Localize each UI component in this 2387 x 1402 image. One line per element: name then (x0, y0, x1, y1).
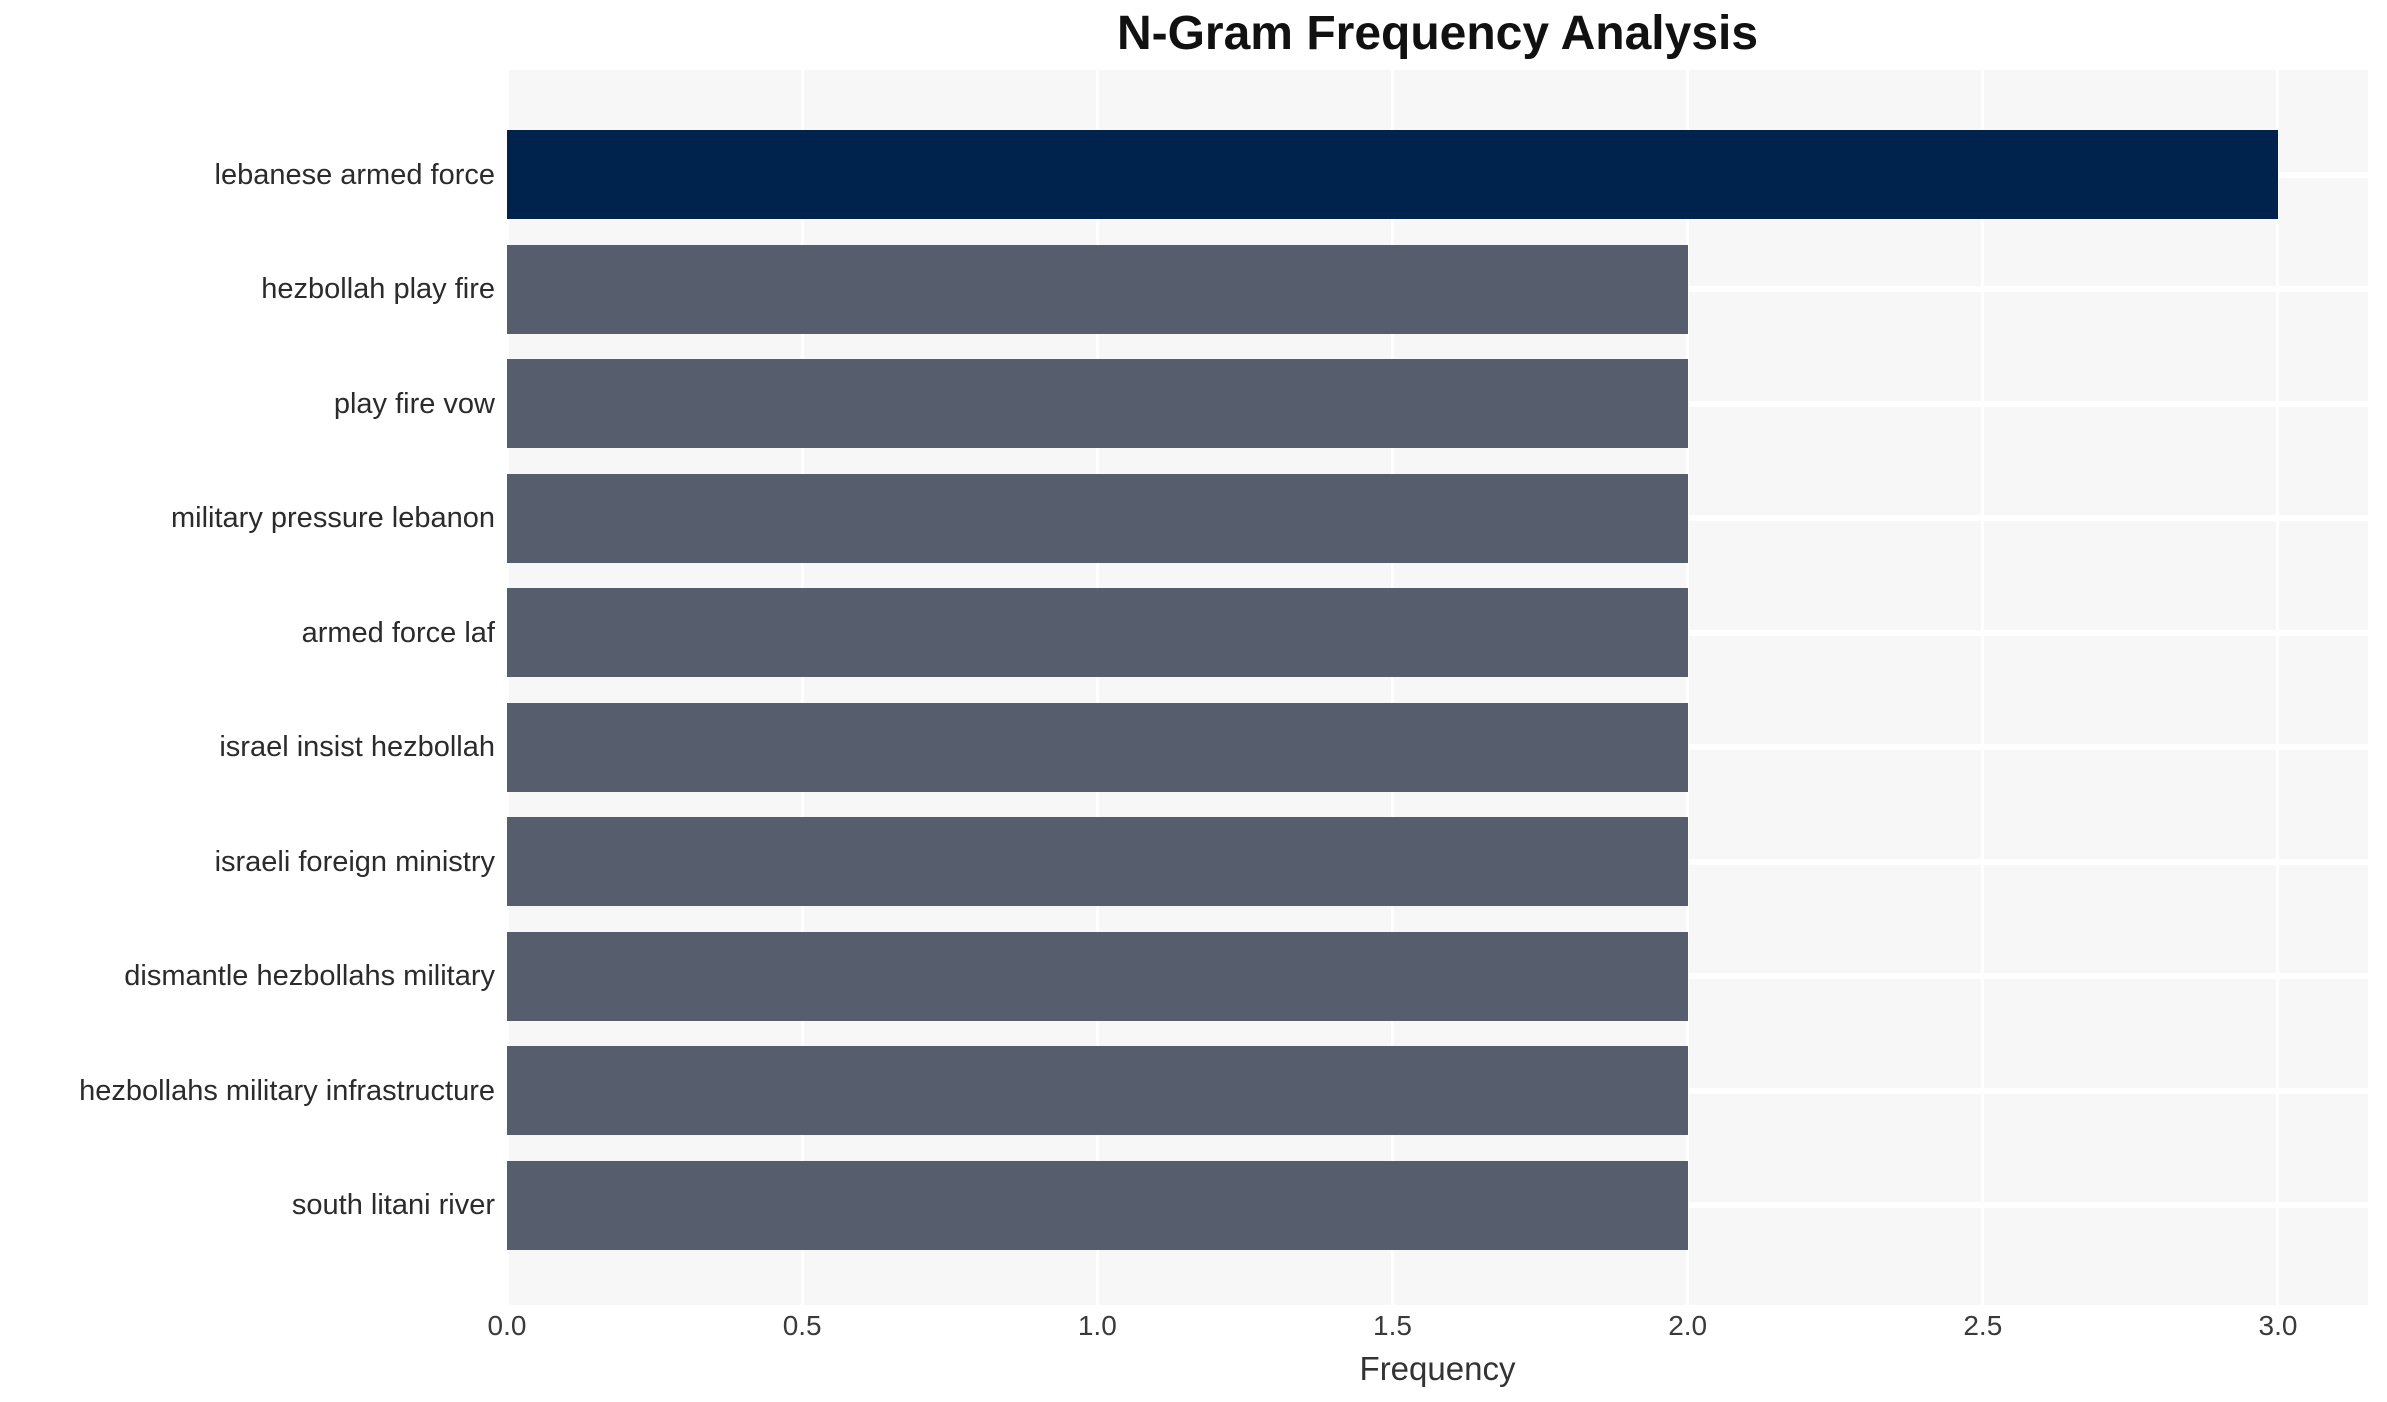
x-tick-label: 2.5 (1963, 1310, 2003, 1341)
x-axis-title: Frequency (1359, 1350, 1516, 1387)
gridline-vertical (1981, 70, 1985, 1305)
y-tick-label: south litani river (291, 1189, 495, 1222)
gridline-vertical (2276, 70, 2280, 1305)
bar (507, 1160, 1688, 1250)
x-tick-label: 1.0 (1077, 1310, 1117, 1341)
y-tick-label: israeli foreign ministry (214, 845, 495, 878)
y-tick-label: lebanese armed force (214, 158, 496, 191)
y-tick-label: dismantle hezbollahs military (124, 960, 495, 993)
plot-area (505, 70, 2368, 1305)
bar (507, 473, 1688, 563)
gridline-vertical (1390, 70, 1394, 1305)
x-tick-label: 2.0 (1668, 1310, 1708, 1341)
chart-title: N-Gram Frequency Analysis (1116, 7, 1759, 60)
bar (507, 702, 1688, 792)
y-tick-label: hezbollahs military infrastructure (79, 1074, 495, 1107)
bar (507, 1046, 1688, 1136)
y-tick-label: hezbollah play fire (261, 273, 495, 306)
bar (507, 359, 1688, 449)
x-tick-label: 0.5 (782, 1310, 822, 1341)
y-tick-label: armed force laf (301, 616, 495, 649)
y-tick-label: play fire vow (333, 387, 495, 420)
bar (507, 244, 1688, 334)
gridline-vertical (1095, 70, 1099, 1305)
x-tick-label: 0.0 (487, 1310, 527, 1341)
bar (507, 817, 1688, 907)
x-tick-label: 1.5 (1373, 1310, 1412, 1341)
y-tick-label: military pressure lebanon (171, 502, 495, 535)
y-tick-label: israel insist hezbollah (219, 731, 495, 764)
x-tick-label: 3.0 (2258, 1310, 2298, 1341)
bar (507, 130, 2278, 219)
gridline-vertical (1686, 70, 1690, 1305)
gridline-vertical (505, 70, 509, 1305)
bar (507, 931, 1688, 1021)
gridline-vertical (800, 70, 804, 1305)
bar (507, 588, 1688, 678)
